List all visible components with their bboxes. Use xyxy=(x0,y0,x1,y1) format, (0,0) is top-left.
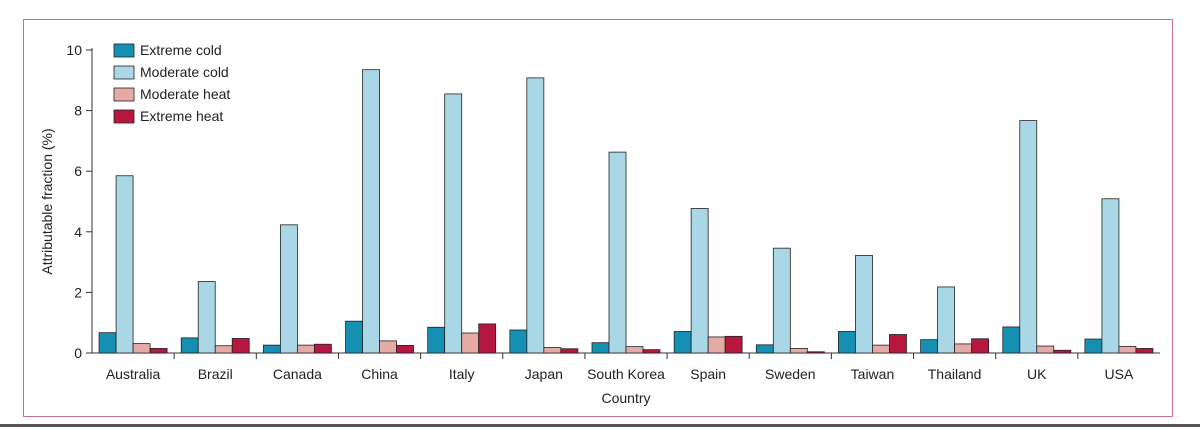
x-tick-label: Canada xyxy=(273,366,322,382)
x-tick-label: Thailand xyxy=(928,366,982,382)
legend-swatch xyxy=(113,43,135,58)
bar-moderate-heat xyxy=(872,344,890,354)
y-tick-label: 8 xyxy=(74,103,82,119)
bar-moderate-heat xyxy=(789,348,808,354)
y-tick-label: 4 xyxy=(74,224,82,240)
bar-extreme-heat xyxy=(396,345,414,354)
bar-moderate-cold xyxy=(444,93,463,354)
legend-label: Extreme cold xyxy=(140,42,222,58)
legend-swatch xyxy=(113,109,135,124)
bar-extreme-heat xyxy=(313,343,332,354)
bar-moderate-cold xyxy=(1019,120,1038,354)
x-tick-label: South Korea xyxy=(587,366,665,382)
bar-extreme-cold xyxy=(1002,326,1021,354)
bar-moderate-heat xyxy=(954,343,973,354)
figure-frame xyxy=(23,19,1173,417)
x-tick-label: Sweden xyxy=(765,366,816,382)
y-tick-label: 6 xyxy=(74,163,82,179)
bar-moderate-heat xyxy=(379,340,397,354)
x-tick-label: Brazil xyxy=(198,366,233,382)
axes: 0 2 4 6 8 10 Australia Brazil Canada China Italy Ja… xyxy=(66,42,1160,382)
bar-extreme-cold xyxy=(755,344,774,354)
bar-extreme-heat xyxy=(724,335,743,354)
bar-moderate-cold xyxy=(197,281,216,354)
bar-extreme-cold xyxy=(262,344,281,354)
legend-label: Moderate heat xyxy=(140,86,230,102)
bar-moderate-heat xyxy=(132,343,151,354)
bar-extreme-cold xyxy=(180,337,199,354)
x-tick-label: China xyxy=(361,366,398,382)
x-axis-title: Country xyxy=(601,390,650,406)
bar-extreme-heat xyxy=(560,348,579,354)
bar-moderate-cold xyxy=(772,247,791,354)
legend-label: Extreme heat xyxy=(140,108,223,124)
bar-moderate-cold xyxy=(1101,198,1120,354)
legend-swatch xyxy=(113,65,135,80)
y-tick-label: 0 xyxy=(74,345,82,361)
y-axis-title: Attributable fraction (%) xyxy=(39,128,55,274)
bar-extreme-cold xyxy=(509,329,528,354)
x-tick-label: Italy xyxy=(449,366,475,382)
bar-moderate-cold xyxy=(526,77,545,354)
x-tick-label: Spain xyxy=(690,366,726,382)
bar-extreme-heat xyxy=(478,323,497,354)
bar-extreme-heat xyxy=(231,338,250,354)
bar-moderate-heat xyxy=(296,344,315,354)
y-tick-label: 10 xyxy=(66,42,82,58)
bar-extreme-heat xyxy=(149,348,168,354)
bar-moderate-cold xyxy=(279,224,298,354)
bar-extreme-heat xyxy=(889,334,907,354)
bar-extreme-cold xyxy=(427,326,446,354)
bar-extreme-heat xyxy=(642,349,661,354)
bar-moderate-heat xyxy=(625,346,644,354)
bar-moderate-cold xyxy=(362,69,380,354)
bar-extreme-cold xyxy=(1084,338,1103,354)
bar-moderate-heat xyxy=(461,332,480,354)
legend-swatch xyxy=(113,87,135,102)
bar-moderate-cold xyxy=(937,286,956,354)
bar-extreme-heat xyxy=(806,351,825,354)
bar-extreme-heat xyxy=(971,338,990,354)
bar-moderate-heat xyxy=(214,345,233,354)
x-tick-label: Japan xyxy=(525,366,563,382)
legend-label: Moderate cold xyxy=(140,64,229,80)
y-tick-label: 2 xyxy=(74,284,82,300)
bar-moderate-cold xyxy=(608,151,627,354)
x-tick-label: Taiwan xyxy=(851,366,895,382)
bar-moderate-heat xyxy=(543,347,562,354)
bar-moderate-cold xyxy=(690,208,709,354)
x-tick-label: UK xyxy=(1027,366,1047,382)
bar-extreme-cold xyxy=(838,331,856,354)
bars xyxy=(98,69,1154,354)
bar-moderate-heat xyxy=(1036,345,1055,354)
x-tick-label: Australia xyxy=(106,366,161,382)
bar-moderate-cold xyxy=(115,175,134,354)
bar-moderate-heat xyxy=(1118,345,1137,354)
bar-moderate-cold xyxy=(855,255,873,354)
bar-extreme-heat xyxy=(1053,349,1072,354)
x-tick-label: USA xyxy=(1105,366,1134,382)
bottom-rule xyxy=(0,424,1200,427)
legend: Extreme cold Moderate cold Moderate heat Ex… xyxy=(113,42,230,124)
bar-extreme-cold xyxy=(345,320,363,354)
bar-extreme-cold xyxy=(98,332,117,354)
bar-moderate-heat xyxy=(707,336,726,354)
bar-extreme-cold xyxy=(673,331,692,354)
bar-extreme-cold xyxy=(920,339,939,354)
bar-extreme-cold xyxy=(591,342,610,354)
bar-extreme-heat xyxy=(1135,348,1154,354)
